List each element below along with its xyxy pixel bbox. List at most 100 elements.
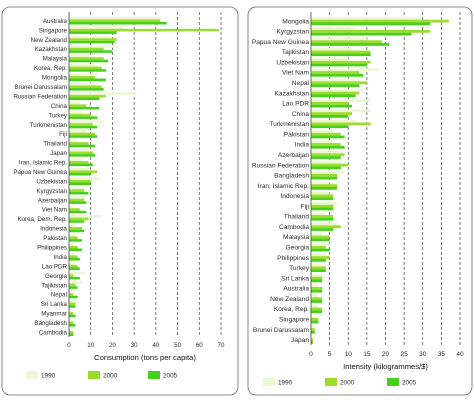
consumption-category-label: Russian Federation [13, 93, 67, 100]
consumption-bar-2000 [69, 142, 89, 145]
consumption-category-label: Philippines [37, 245, 67, 252]
consumption-category-label: Cambodia [39, 329, 68, 336]
intensity-category-label: Azerbaijan [278, 152, 309, 159]
intensity-bar-2005 [311, 125, 349, 129]
consumption-bar-2005 [69, 116, 98, 119]
intensity-bar-1990 [311, 284, 319, 288]
consumption-bar-1990 [69, 35, 111, 39]
intensity-category-label: Papua New Guinea [252, 39, 310, 46]
intensity-category-label: Singapore [279, 316, 309, 323]
consumption-category-label: Korea, Rep. [34, 65, 67, 72]
intensity-bar-2000 [311, 287, 323, 290]
consumption-bar-2005 [69, 267, 80, 270]
intensity-category-label: Cambodia [279, 224, 309, 231]
intensity-bar-2005 [311, 53, 371, 57]
consumption-bar-2000 [69, 94, 106, 98]
intensity-category-label: Turkmenistan [269, 121, 309, 128]
intensity-bar-1990 [311, 58, 349, 61]
intensity-category-label: India [295, 142, 310, 149]
consumption-x-tick-label: 0 [67, 342, 71, 349]
intensity-bar-2005 [311, 279, 323, 283]
consumption-bar-1990 [69, 309, 72, 313]
intensity-bar-2005 [311, 217, 334, 221]
intensity-category-label: Iran, Islamic Rep. [258, 183, 309, 190]
consumption-x-tick-label: 30 [131, 342, 138, 349]
consumption-category-label: Kyrgyzstan [36, 188, 67, 195]
consumption-category-label: Malaysia [43, 56, 68, 63]
consumption-bar-2005 [69, 333, 74, 337]
consumption-chart: Australia Singapore New Zealand Kazakhstan M… [13, 12, 225, 380]
intensity-x-tick-label: 30 [419, 351, 427, 358]
consumption-bar-2000 [69, 227, 83, 230]
consumption-bar-2005 [69, 257, 80, 261]
consumption-bar-1990 [69, 224, 76, 228]
intensity-category-label: Fiji [301, 203, 310, 210]
intensity-legend-swatch-2000 [325, 378, 337, 386]
consumption-bar-2005 [69, 135, 98, 138]
intensity-bar-1990 [311, 315, 315, 318]
intensity-x-tick-label: 40 [456, 351, 464, 358]
consumption-bar-1990 [69, 196, 87, 199]
consumption-bar-2000 [69, 321, 74, 325]
intensity-bar-2005 [311, 258, 326, 262]
intensity-bar-2000 [311, 204, 334, 208]
intensity-bar-1990 [311, 160, 341, 164]
consumption-bar-2000 [69, 19, 161, 22]
intensity-legend-swatch-1990 [263, 378, 275, 386]
intensity-bar-2005 [311, 228, 334, 231]
consumption-bar-2000 [69, 38, 117, 41]
intensity-bar-2005 [311, 269, 326, 273]
consumption-bar-2000 [69, 236, 78, 240]
intensity-bar-2000 [311, 194, 334, 198]
intensity-bar-1990 [311, 243, 330, 246]
intensity-bar-2000 [311, 307, 323, 311]
consumption-bar-2000 [69, 85, 102, 89]
intensity-chart-panel [247, 6, 473, 396]
intensity-category-label: Malaysia [283, 234, 309, 241]
consumption-bar-2000 [69, 330, 74, 334]
consumption-bar-1990 [69, 262, 76, 265]
intensity-x-tick-label: 5 [328, 351, 332, 358]
intensity-bar-1990 [311, 99, 371, 102]
intensity-bar-2000 [311, 132, 341, 136]
intensity-bar-2005 [311, 341, 313, 344]
consumption-category-label: China [51, 103, 68, 110]
intensity-bar-2000 [311, 256, 330, 259]
intensity-bar-2005 [311, 310, 323, 314]
intensity-bar-2005 [311, 300, 323, 303]
consumption-bar-2005 [69, 106, 100, 110]
intensity-bar-2000 [311, 112, 352, 116]
intensity-bar-2005 [311, 186, 338, 190]
consumption-bar-2005 [69, 59, 109, 63]
intensity-bar-2000 [311, 143, 341, 146]
intensity-bar-1990 [311, 119, 356, 123]
intensity-bar-2005 [311, 145, 345, 149]
consumption-bar-2000 [69, 255, 78, 258]
consumption-legend-label-2000: 2000 [103, 373, 118, 380]
consumption-bar-2000 [69, 264, 78, 268]
consumption-category-label: Korea, Dem. Rep. [17, 216, 67, 223]
intensity-category-label: China [292, 111, 310, 118]
consumption-x-tick-label: 40 [152, 342, 159, 349]
intensity-bar-2000 [311, 40, 382, 44]
intensity-category-label: Lao PDR [282, 101, 309, 108]
consumption-bar-1990 [69, 26, 124, 29]
consumption-bar-2000 [69, 198, 85, 202]
consumption-bar-1990 [69, 205, 74, 209]
consumption-category-label: Fiji [59, 131, 67, 138]
intensity-x-axis-title: Intensity (kilogrammes/$) [343, 362, 428, 371]
intensity-bar-1990 [311, 201, 338, 205]
intensity-bar-1990 [311, 181, 330, 185]
consumption-bar-2000 [69, 28, 219, 32]
intensity-category-label: Brunei Darussalam [253, 327, 310, 334]
consumption-x-tick-label: 70 [218, 342, 225, 349]
intensity-x-tick-label: 10 [345, 351, 353, 358]
intensity-bar-2005 [311, 289, 323, 293]
consumption-bar-1990 [69, 64, 96, 67]
intensity-bar-1990 [311, 191, 330, 195]
consumption-category-label: Brunei Darussalam [14, 84, 67, 91]
consumption-category-label: Papua New Guinea [13, 169, 67, 176]
intensity-bar-2005 [311, 197, 334, 201]
intensity-bar-2005 [311, 330, 315, 334]
consumption-bar-1990 [69, 130, 87, 133]
